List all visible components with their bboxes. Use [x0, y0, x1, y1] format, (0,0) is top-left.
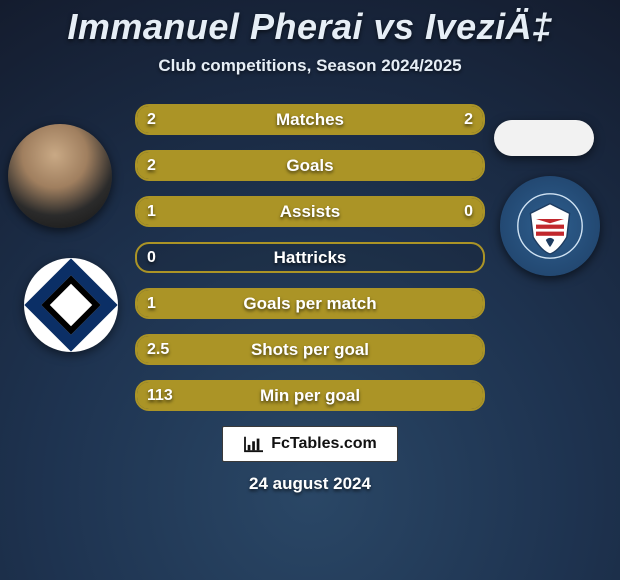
stat-row: 0Hattricks — [135, 242, 485, 273]
stat-value-left: 2.5 — [147, 336, 169, 363]
kiel-shield-icon — [515, 191, 585, 261]
stat-label: Matches — [137, 106, 483, 133]
stats-container: 2Matches22Goals1Assists00Hattricks1Goals… — [135, 104, 485, 411]
branding-badge: FcTables.com — [222, 426, 398, 462]
stat-row: 1Goals per match — [135, 288, 485, 319]
stat-label: Goals — [137, 152, 483, 179]
stat-row: 2.5Shots per goal — [135, 334, 485, 365]
page-title: Immanuel Pherai vs IveziÄ‡ — [0, 0, 620, 48]
chart-icon — [243, 435, 265, 453]
date-text: 24 august 2024 — [0, 474, 620, 494]
stat-value-left: 1 — [147, 198, 156, 225]
stat-value-left: 2 — [147, 152, 156, 179]
stat-row: 2Goals — [135, 150, 485, 181]
stat-row: 113Min per goal — [135, 380, 485, 411]
stat-label: Shots per goal — [137, 336, 483, 363]
branding-text: FcTables.com — [271, 435, 377, 453]
player-avatar-placeholder — [494, 120, 594, 156]
stat-value-left: 2 — [147, 106, 156, 133]
stat-label: Min per goal — [137, 382, 483, 409]
club-badge-hsv — [24, 258, 118, 352]
stat-label: Assists — [137, 198, 483, 225]
stat-value-left: 1 — [147, 290, 156, 317]
stat-row: 1Assists0 — [135, 196, 485, 227]
stat-value-right: 0 — [464, 198, 473, 225]
stat-value-left: 113 — [147, 382, 173, 409]
page-subtitle: Club competitions, Season 2024/2025 — [0, 56, 620, 76]
stat-value-left: 0 — [147, 244, 156, 271]
hsv-diamond-icon — [24, 258, 117, 351]
stat-row: 2Matches2 — [135, 104, 485, 135]
stat-label: Hattricks — [137, 244, 483, 271]
club-badge-kiel — [500, 176, 600, 276]
stat-label: Goals per match — [137, 290, 483, 317]
stat-value-right: 2 — [464, 106, 473, 133]
player-avatar — [8, 124, 112, 228]
